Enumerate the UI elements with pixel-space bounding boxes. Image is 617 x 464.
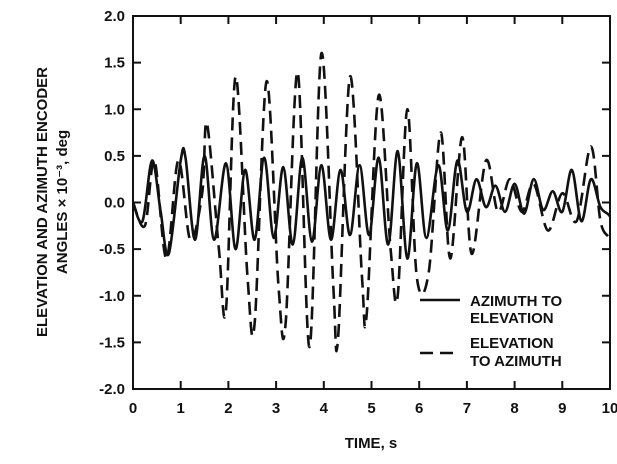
legend: AZIMUTH TO ELEVATION ELEVATION TO AZIMUT… [420,293,563,370]
x-tick-label: 10 [602,400,617,417]
y-tick-label: -2.0 [99,381,125,398]
y-tick-label: 1.5 [104,55,125,72]
plot-area-border [132,15,611,390]
x-tick-label: 2 [224,400,232,417]
x-tick-label: 1 [177,400,185,417]
y-tick-label: -1.5 [99,334,125,351]
x-tick-labels: 0 1 2 3 4 5 6 7 8 9 10 [129,400,617,417]
legend-label-azimuth-line1: AZIMUTH TO [470,293,563,310]
axis-ticks [132,15,611,390]
y-tick-labels: 2.0 1.5 1.0 0.5 0.0 -0.5 -1.0 -1.5 -2.0 [99,8,125,398]
x-tick-label: 3 [272,400,280,417]
x-tick-label: 5 [367,400,375,417]
legend-label-elevation-line2: TO AZIMUTH [470,353,562,370]
y-tick-label: -0.5 [99,241,125,258]
x-tick-label: 6 [415,400,423,417]
x-tick-label: 0 [129,400,137,417]
y-tick-label: 1.0 [104,101,125,118]
y-tick-label: 0.5 [104,148,125,165]
legend-label-elevation-line1: ELEVATION [470,335,554,352]
x-tick-label: 9 [558,400,566,417]
series-lines [134,51,609,353]
legend-label-azimuth-line2: ELEVATION [470,310,554,327]
plot-frame [132,15,611,390]
x-tick-label: 4 [320,400,329,417]
x-tick-label: 8 [510,400,518,417]
y-tick-label: 0.0 [104,195,125,212]
y-tick-label: -1.0 [99,288,125,305]
x-axis-title: TIME, s [345,435,398,452]
y-axis-title-line1: ELEVATION AND AZIMUTH ENCODER [34,67,51,337]
y-tick-label: 2.0 [104,8,125,25]
y-axis-title-line2: ANGLES × 10⁻³, deg [54,130,71,274]
x-tick-label: 7 [463,400,471,417]
series-line-azimuth-to-elevation [134,146,609,260]
